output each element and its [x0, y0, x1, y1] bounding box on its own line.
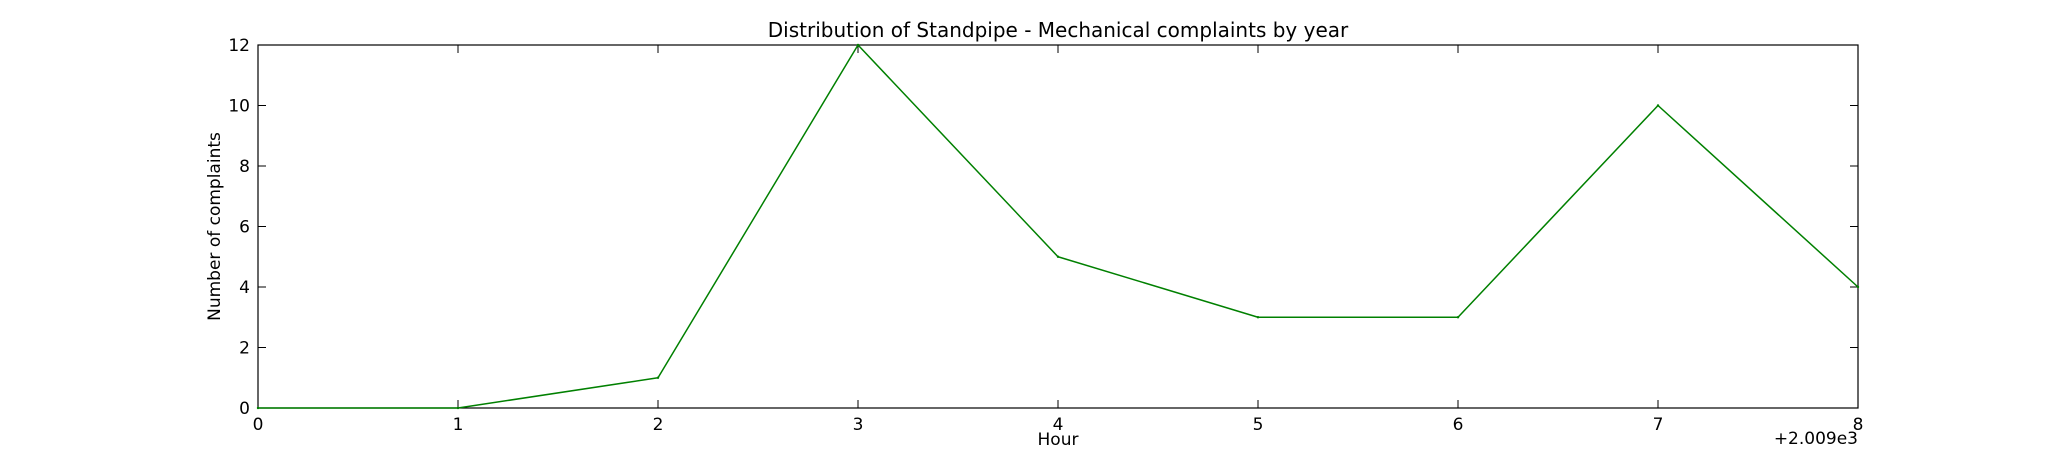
data-point	[656, 376, 660, 379]
y-tick-label: 6	[239, 218, 250, 238]
series-line-segment	[657, 44, 859, 379]
y-tick-label: 4	[239, 278, 250, 298]
x-tick-label: 8	[1853, 415, 1864, 435]
data-point	[456, 406, 460, 410]
chart-title: Distribution of Standpipe - Mechanical c…	[768, 18, 1349, 42]
data-point	[1256, 316, 1260, 319]
series-line-segment	[457, 377, 659, 409]
x-tick-label: 6	[1453, 415, 1464, 435]
x-tick-label: 3	[853, 415, 864, 435]
plot-area-frame	[257, 44, 1859, 409]
series-line-segment	[857, 44, 1059, 258]
y-tick-label: 12	[228, 36, 250, 56]
x-tick-label: 2	[653, 415, 664, 435]
y-tick-label: 8	[239, 157, 250, 177]
data-point	[1856, 285, 1860, 289]
data-point	[1056, 255, 1060, 258]
x-tick-label: 4	[1053, 415, 1064, 435]
series-line-segment	[1057, 256, 1259, 318]
x-axis-offset-label: +2.009e3	[1774, 429, 1858, 449]
series-line-segment	[1457, 104, 1659, 318]
data-point	[1656, 104, 1660, 107]
y-tick-label: 0	[239, 399, 250, 419]
y-tick-label: 10	[228, 97, 250, 117]
x-tick-label: 1	[453, 415, 464, 435]
y-tick-label: 2	[239, 339, 250, 359]
data-point	[256, 406, 260, 410]
x-tick-label: 5	[1253, 415, 1264, 435]
series-line-segment	[1657, 104, 1859, 288]
data-point	[1456, 316, 1460, 319]
y-axis-label: Number of complaints	[205, 132, 225, 321]
x-axis-label: Hour	[1038, 430, 1079, 450]
data-point	[856, 43, 860, 47]
x-tick-label: 7	[1653, 415, 1664, 435]
x-tick-label: 0	[253, 415, 264, 435]
